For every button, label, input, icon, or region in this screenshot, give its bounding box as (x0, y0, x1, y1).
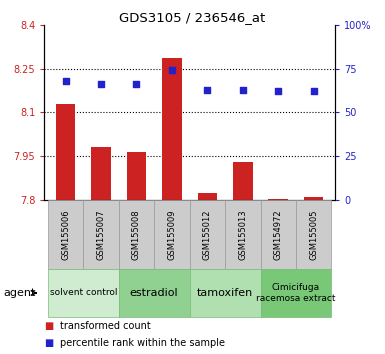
Bar (119, 269, 190, 317)
Text: ■: ■ (44, 338, 54, 348)
Bar (198, 193, 217, 200)
Text: GSM155007: GSM155007 (97, 209, 105, 260)
Text: transformed count: transformed count (60, 321, 151, 331)
Bar (296, 200, 331, 269)
Bar (190, 200, 225, 269)
Bar (83, 200, 119, 269)
Text: GSM155012: GSM155012 (203, 209, 212, 260)
Text: GSM155013: GSM155013 (238, 209, 247, 260)
Text: GSM154972: GSM154972 (274, 209, 283, 260)
Bar (56, 104, 75, 200)
Point (311, 88, 317, 94)
Text: tamoxifen: tamoxifen (197, 288, 253, 298)
Bar (48, 269, 119, 317)
Text: agent: agent (4, 288, 36, 298)
Text: estradiol: estradiol (130, 288, 179, 298)
Bar (261, 269, 331, 317)
Point (169, 68, 175, 73)
Point (275, 88, 281, 94)
Text: GDS3105 / 236546_at: GDS3105 / 236546_at (119, 11, 266, 24)
Point (98, 81, 104, 87)
Text: solvent control: solvent control (50, 289, 117, 297)
Bar (91, 147, 111, 200)
Bar (162, 58, 182, 200)
Text: Cimicifuga
racemosa extract: Cimicifuga racemosa extract (256, 283, 336, 303)
Point (240, 87, 246, 92)
Text: ■: ■ (44, 321, 54, 331)
Bar (268, 199, 288, 200)
Bar (127, 152, 146, 200)
Point (133, 81, 139, 87)
Text: GSM155006: GSM155006 (61, 209, 70, 260)
Point (62, 78, 69, 84)
Bar (119, 200, 154, 269)
Bar (190, 269, 261, 317)
Bar (261, 200, 296, 269)
Text: GSM155009: GSM155009 (167, 209, 176, 260)
Text: GSM155005: GSM155005 (309, 209, 318, 260)
Bar (48, 200, 83, 269)
Bar (304, 197, 323, 200)
Bar (154, 200, 190, 269)
Point (204, 87, 211, 92)
Bar (233, 162, 253, 200)
Text: percentile rank within the sample: percentile rank within the sample (60, 338, 225, 348)
Text: GSM155008: GSM155008 (132, 209, 141, 260)
Bar (225, 200, 261, 269)
